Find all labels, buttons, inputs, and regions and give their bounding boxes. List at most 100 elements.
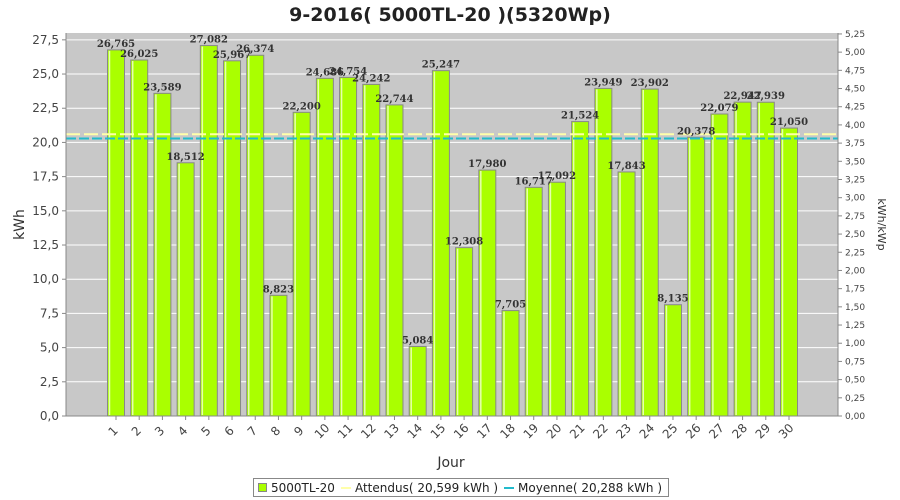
y-tick-label: 5,0 bbox=[40, 341, 59, 355]
y-tick-label: 20,0 bbox=[32, 135, 59, 149]
data-label: 24,242 bbox=[352, 73, 390, 84]
data-label: 21,050 bbox=[770, 117, 808, 128]
x-tick-label: 11 bbox=[335, 421, 356, 442]
chart-title: 9-2016( 5000TL-20 )(5320Wp) bbox=[289, 4, 611, 26]
legend-item-moyenne: Moyenne( 20,288 kWh ) bbox=[504, 481, 662, 495]
x-tick-label: 19 bbox=[521, 421, 542, 442]
x-tick-label: 7 bbox=[245, 424, 260, 439]
data-label: 17,092 bbox=[538, 171, 576, 182]
y-tick-label-right: 1,00 bbox=[845, 339, 865, 349]
y-tick-label-right: 3,50 bbox=[845, 157, 865, 167]
x-tick-label: 13 bbox=[381, 421, 402, 442]
y-tick-label-right: 2,75 bbox=[845, 212, 865, 222]
x-tick-label: 26 bbox=[683, 421, 704, 442]
x-tick-label: 12 bbox=[358, 421, 379, 442]
x-tick-label: 27 bbox=[706, 421, 727, 442]
x-tick-label: 2 bbox=[129, 424, 144, 439]
x-tick-label: 20 bbox=[544, 421, 565, 442]
data-label: 22,939 bbox=[747, 91, 785, 102]
y-tick-label-right: 2,50 bbox=[845, 230, 865, 240]
data-label: 23,949 bbox=[584, 77, 622, 88]
data-label: 12,308 bbox=[445, 237, 483, 248]
legend-swatch-attendus bbox=[340, 486, 351, 489]
data-label: 26,025 bbox=[120, 49, 158, 60]
plot-area bbox=[66, 33, 838, 416]
y-tick-label: 7,5 bbox=[40, 306, 59, 320]
legend-item-series: 5000TL-20 bbox=[258, 481, 335, 495]
legend-swatch-moyenne bbox=[504, 486, 515, 489]
data-label: 27,082 bbox=[190, 35, 228, 46]
data-label: 7,705 bbox=[495, 300, 526, 311]
y-tick-label-right: 4,00 bbox=[845, 121, 865, 131]
data-label: 26,374 bbox=[236, 44, 274, 55]
x-tick-label: 3 bbox=[152, 424, 167, 439]
legend-label-attendus: Attendus( 20,599 kWh ) bbox=[354, 480, 499, 495]
y-tick-label: 10,0 bbox=[32, 272, 59, 286]
data-label: 22,079 bbox=[700, 103, 738, 114]
x-tick-label: 9 bbox=[291, 424, 306, 439]
x-tick-label: 8 bbox=[268, 424, 283, 439]
data-label: 21,524 bbox=[561, 111, 599, 122]
x-tick-label: 30 bbox=[776, 421, 797, 442]
y-tick-label: 2,5 bbox=[40, 375, 59, 389]
data-label: 23,902 bbox=[631, 78, 669, 89]
data-label: 16,717 bbox=[515, 176, 553, 187]
x-tick-label: 14 bbox=[405, 421, 426, 442]
x-tick-label: 29 bbox=[753, 421, 774, 442]
data-label: 18,512 bbox=[166, 152, 204, 163]
y-tick-label-right: 0,00 bbox=[845, 412, 865, 422]
x-tick-label: 24 bbox=[637, 421, 658, 442]
y-tick-label: 27,5 bbox=[32, 33, 59, 47]
legend-swatch-series bbox=[258, 483, 267, 492]
data-label: 24,686 bbox=[306, 67, 344, 78]
x-tick-label: 17 bbox=[474, 421, 495, 442]
x-tick-label: 5 bbox=[198, 424, 213, 439]
data-label: 25,247 bbox=[422, 60, 460, 71]
x-tick-label: 22 bbox=[590, 421, 611, 442]
x-tick-label: 18 bbox=[497, 421, 518, 442]
data-label: 8,823 bbox=[263, 284, 294, 295]
x-tick-label: 28 bbox=[729, 421, 750, 442]
y-tick-label-right: 4,25 bbox=[845, 103, 865, 113]
y-axis-title-left: kWh bbox=[12, 209, 28, 240]
legend-label-moyenne: Moyenne( 20,288 kWh ) bbox=[518, 480, 663, 495]
data-label: 22,200 bbox=[283, 101, 321, 112]
data-label: 20,378 bbox=[677, 126, 715, 137]
y-tick-label-right: 3,00 bbox=[845, 194, 865, 204]
y-tick-label-right: 5,00 bbox=[845, 48, 865, 58]
legend: 5000TL-20 Attendus( 20,599 kWh ) Moyenne… bbox=[253, 478, 670, 497]
x-tick-label: 4 bbox=[175, 424, 190, 439]
y-tick-label-right: 0,25 bbox=[845, 394, 865, 404]
data-label: 26,765 bbox=[97, 39, 135, 50]
y-tick-label-right: 0,75 bbox=[845, 357, 865, 367]
data-label: 22,947 bbox=[723, 91, 761, 102]
x-tick-label: 25 bbox=[660, 421, 681, 442]
y-tick-label: 12,5 bbox=[32, 238, 59, 252]
x-tick-label: 23 bbox=[613, 421, 634, 442]
y-tick-label: 25,0 bbox=[32, 67, 59, 81]
data-label: 24,754 bbox=[329, 66, 367, 77]
data-label: 8,135 bbox=[657, 294, 688, 305]
x-tick-label: 1 bbox=[106, 424, 121, 439]
y-tick-label-right: 2,25 bbox=[845, 248, 865, 258]
data-label: 17,980 bbox=[468, 159, 506, 170]
data-label: 22,744 bbox=[375, 94, 413, 105]
x-tick-label: 10 bbox=[312, 421, 333, 442]
x-axis-title: Jour bbox=[436, 455, 465, 471]
y-tick-label-right: 1,25 bbox=[845, 321, 865, 331]
x-tick-label: 6 bbox=[222, 424, 237, 439]
y-tick-label: 15,0 bbox=[32, 204, 59, 218]
y-tick-label-right: 1,50 bbox=[845, 303, 865, 313]
data-label: 5,084 bbox=[402, 335, 433, 346]
y-tick-label-right: 1,75 bbox=[845, 285, 865, 295]
y-tick-label-right: 3,75 bbox=[845, 139, 865, 149]
y-axis-title-right: kWh/kWp bbox=[875, 198, 888, 250]
x-tick-label: 21 bbox=[567, 421, 588, 442]
data-label: 17,843 bbox=[607, 161, 645, 172]
x-tick-label: 16 bbox=[451, 421, 472, 442]
data-label: 25,967 bbox=[213, 50, 251, 61]
legend-label-series: 5000TL-20 bbox=[271, 480, 335, 495]
y-tick-label: 22,5 bbox=[32, 101, 59, 115]
x-tick-label: 15 bbox=[428, 421, 449, 442]
